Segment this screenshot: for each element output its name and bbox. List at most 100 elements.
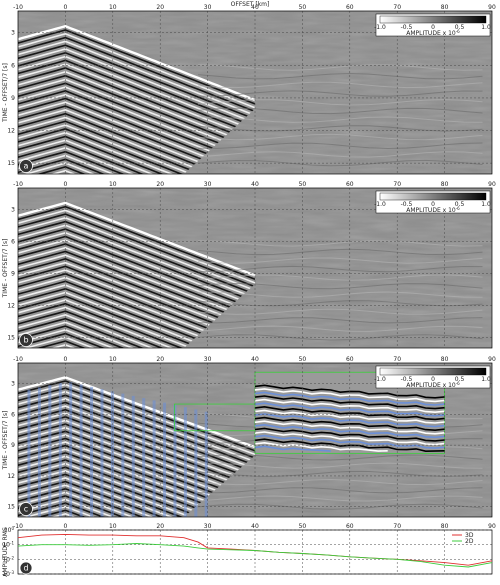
reflection-band (18, 235, 255, 310)
x-tick-label: 30 (204, 356, 212, 363)
x-tick-label: 20 (156, 356, 164, 363)
y-tick-exponent: 0 (11, 526, 14, 531)
reflection-band (18, 477, 255, 517)
reflection-band (18, 408, 255, 481)
x-tick-label: -10 (13, 356, 23, 363)
weak-band (198, 487, 483, 494)
y-axis-title: TIME - OFFSET/7 [s] (2, 411, 9, 471)
panel-frame (17, 362, 493, 518)
overlay-trace (90, 386, 94, 517)
series-line-2D (17, 543, 493, 568)
colorbar-tick: -0.5 (401, 24, 413, 31)
y-tick-label: 10-3 (2, 570, 14, 578)
y-axis-title: TIME - OFFSET/7 [s] (2, 239, 9, 299)
colorbar-tick: 0.5 (455, 24, 465, 31)
overlay-trace (27, 389, 31, 517)
colorbar-tick: 0 (431, 201, 435, 208)
reflection-band (18, 44, 255, 120)
x-tick-label: 10 (109, 356, 117, 363)
y-tick-label: 100 (4, 526, 15, 534)
reflection-band (18, 416, 255, 488)
weak-band (198, 81, 483, 89)
x-tick-label: 80 (441, 356, 449, 363)
reflection-band (18, 498, 255, 517)
y-tick-label: 9 (11, 95, 15, 102)
reflection-band (18, 147, 255, 175)
overlay-trace (110, 391, 114, 517)
overlay-trace (58, 382, 62, 517)
reflection-band (18, 48, 255, 124)
colorbar-tick: 1.0 (481, 24, 491, 31)
y-axis-title: AMPLITUDE RMS (2, 527, 9, 577)
reflection-band (18, 217, 255, 292)
reflection-band (18, 423, 255, 495)
colorbar-tick: -0.5 (401, 376, 413, 383)
reflection-band (18, 299, 255, 348)
seismic-panel-b: -10 0 10 20 30 40 50 60 70 80 90 3 6 9 12 15 TIME - OFFS… (2, 181, 496, 349)
first-arrival (17, 376, 256, 449)
colorbar: -1.0 -0.5 0 0.5 1.0 AMPLITUDE x 10-6 (374, 13, 491, 37)
colorbar-tick: 0.5 (455, 201, 465, 208)
colorbar-tick: -1.0 (374, 201, 386, 208)
overlay-trace (183, 407, 187, 517)
reflection-band (18, 74, 255, 151)
colorbar-label-exponent: -6 (456, 29, 460, 34)
reflection-band (18, 380, 255, 452)
x-tick-label: 0 (63, 181, 67, 188)
overlay-trace (100, 389, 104, 517)
x-tick-label: 90 (488, 181, 496, 188)
x-tick-label: 50 (299, 4, 307, 11)
colorbar-gradient (379, 367, 487, 376)
inset-reflection (254, 391, 445, 406)
reflection-band (18, 394, 255, 466)
reflection-band (18, 239, 255, 314)
x-tick-label: 10 (109, 181, 117, 188)
reflection-band (18, 128, 255, 175)
x-tick-label: 0 (63, 523, 67, 530)
reflection-band (18, 205, 255, 280)
weak-band (198, 142, 483, 150)
reflection-band (18, 162, 255, 175)
panel-letter-badge (19, 159, 33, 173)
y-axis-title: TIME - OFFSET/7 [s] (2, 63, 9, 123)
reflection-band (18, 473, 255, 517)
weak-band (198, 462, 483, 469)
colorbar-tick: -0.5 (401, 201, 413, 208)
colorbar-tick: 1.0 (481, 376, 491, 383)
x-tick-label: 60 (346, 4, 354, 11)
panel-frame (17, 187, 493, 349)
overlay-trace (152, 400, 156, 517)
panel-letter-badge (19, 502, 33, 516)
weak-band (198, 478, 483, 486)
x-tick-label: 90 (488, 4, 496, 11)
y-tick-label: 9 (11, 442, 15, 449)
x-tick-label: 40 (251, 181, 259, 188)
colorbar-tick: -1.0 (374, 376, 386, 383)
reflection-band (18, 398, 255, 470)
reflection-band (18, 466, 255, 517)
reflection-band (18, 250, 255, 325)
reflection-band (18, 231, 255, 307)
reflection-band (18, 314, 255, 348)
x-tick-label: 0 (63, 4, 67, 11)
reflection-band (18, 120, 255, 175)
reflection-band (18, 343, 255, 348)
reflection-band (18, 513, 255, 517)
reflection-band (18, 321, 255, 348)
reflection-band (18, 509, 255, 517)
overlay-trace (142, 398, 146, 517)
x-tick-label: 80 (441, 181, 449, 188)
reflection-band (18, 430, 255, 502)
reflection-band (18, 405, 255, 477)
x-tick-label: 20 (156, 181, 164, 188)
weak-band (198, 64, 483, 71)
reflection-band (18, 29, 255, 105)
inset-reflection (254, 431, 445, 446)
colorbar-tick: 1.0 (481, 201, 491, 208)
reflection-band (18, 302, 255, 348)
weak-band (198, 325, 483, 332)
overlay-trace (121, 393, 125, 517)
x-tick-label: -10 (13, 181, 23, 188)
reflection-band (18, 124, 255, 175)
weak-band (198, 133, 483, 141)
